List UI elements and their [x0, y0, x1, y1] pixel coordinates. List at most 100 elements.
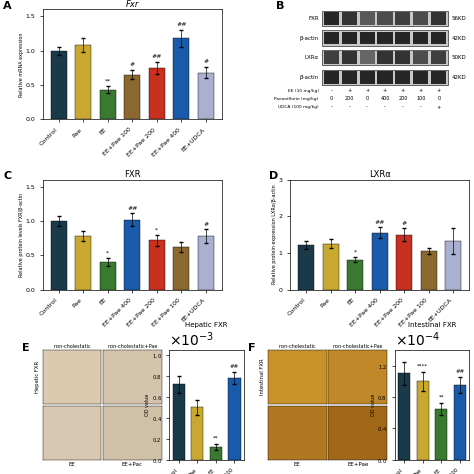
Bar: [342, 32, 357, 45]
Bar: [377, 71, 392, 84]
Title: FXR: FXR: [124, 170, 140, 179]
Bar: [417, 381, 429, 460]
Bar: [75, 236, 91, 290]
Text: **: **: [438, 394, 444, 399]
Bar: [124, 75, 140, 119]
Bar: [360, 51, 374, 64]
Bar: [360, 32, 374, 45]
Y-axis label: OD value: OD value: [146, 394, 150, 416]
Y-axis label: Hepatic FXR: Hepatic FXR: [35, 361, 40, 393]
Text: E: E: [22, 344, 30, 354]
Text: -: -: [330, 88, 332, 93]
Y-axis label: Relative mRNA expression: Relative mRNA expression: [19, 32, 24, 97]
Bar: [395, 51, 410, 64]
Title: LXRα: LXRα: [369, 170, 391, 179]
Text: 200: 200: [398, 97, 408, 101]
Text: -: -: [330, 105, 332, 109]
Bar: [173, 247, 189, 290]
Bar: [191, 408, 203, 460]
Text: -: -: [402, 105, 404, 109]
Bar: [322, 50, 448, 65]
Bar: [322, 30, 448, 46]
Bar: [396, 235, 412, 290]
Text: -: -: [366, 105, 368, 109]
Bar: [421, 251, 437, 290]
Title: Intestinal FXR: Intestinal FXR: [408, 322, 456, 328]
Bar: [51, 51, 67, 119]
Text: ##: ##: [230, 364, 239, 369]
Text: +: +: [437, 105, 441, 109]
Bar: [398, 374, 410, 460]
Bar: [342, 12, 357, 25]
Y-axis label: Intestinal FXR: Intestinal FXR: [260, 358, 265, 395]
Bar: [342, 51, 357, 64]
Text: +: +: [383, 88, 387, 93]
Text: β-actin: β-actin: [300, 36, 319, 41]
Bar: [413, 71, 428, 84]
Title: Fxr: Fxr: [126, 0, 139, 9]
Text: -: -: [384, 105, 386, 109]
Text: #: #: [203, 59, 209, 64]
Text: ##: ##: [455, 369, 465, 374]
Bar: [324, 71, 339, 84]
Text: #: #: [203, 222, 209, 227]
Bar: [360, 12, 374, 25]
Text: 0: 0: [330, 97, 333, 101]
Text: 50KD: 50KD: [451, 55, 466, 60]
Text: ##: ##: [374, 220, 385, 225]
Text: EE (10 mg/kg): EE (10 mg/kg): [288, 89, 319, 93]
Bar: [298, 245, 314, 290]
Text: ****: ****: [417, 364, 428, 369]
Title: non-cholestatic: non-cholestatic: [279, 344, 316, 349]
Bar: [377, 12, 392, 25]
X-axis label: EE+Pae: EE+Pae: [347, 462, 368, 467]
Bar: [198, 73, 214, 119]
Text: +: +: [347, 88, 351, 93]
Text: **: **: [105, 79, 111, 83]
Bar: [173, 38, 189, 119]
Text: FXR: FXR: [308, 16, 319, 21]
Bar: [342, 71, 357, 84]
Bar: [395, 71, 410, 84]
Text: 56KD: 56KD: [451, 16, 466, 21]
Text: β-actin: β-actin: [300, 75, 319, 80]
Title: Hepatic FXR: Hepatic FXR: [185, 322, 228, 328]
Bar: [51, 221, 67, 290]
Text: D: D: [268, 171, 278, 181]
Bar: [323, 244, 338, 290]
Text: +: +: [437, 88, 441, 93]
Text: #: #: [130, 62, 135, 67]
Text: ##: ##: [176, 22, 187, 27]
Text: 100: 100: [416, 97, 426, 101]
Bar: [324, 12, 339, 25]
Text: C: C: [3, 171, 11, 181]
Bar: [360, 71, 374, 84]
Bar: [431, 12, 447, 25]
Bar: [100, 90, 116, 119]
Text: LXRα: LXRα: [305, 55, 319, 60]
Bar: [198, 236, 214, 290]
Bar: [413, 32, 428, 45]
Bar: [324, 51, 339, 64]
Text: ##: ##: [152, 54, 162, 59]
Bar: [431, 32, 447, 45]
Text: +: +: [365, 88, 369, 93]
Text: F: F: [247, 344, 255, 354]
Text: +: +: [419, 88, 423, 93]
Title: non-cholestatic+Pae: non-cholestatic+Pae: [107, 344, 157, 349]
Text: ##: ##: [127, 206, 137, 211]
Bar: [347, 260, 363, 290]
Bar: [228, 378, 240, 460]
Text: *: *: [106, 251, 109, 256]
Bar: [75, 45, 91, 119]
Bar: [149, 68, 165, 119]
Bar: [149, 240, 165, 290]
Bar: [413, 51, 428, 64]
Bar: [377, 51, 392, 64]
Bar: [395, 12, 410, 25]
X-axis label: EE: EE: [69, 462, 75, 467]
Text: 0: 0: [437, 97, 440, 101]
Text: -: -: [348, 105, 350, 109]
Bar: [124, 219, 140, 290]
Bar: [454, 385, 466, 460]
